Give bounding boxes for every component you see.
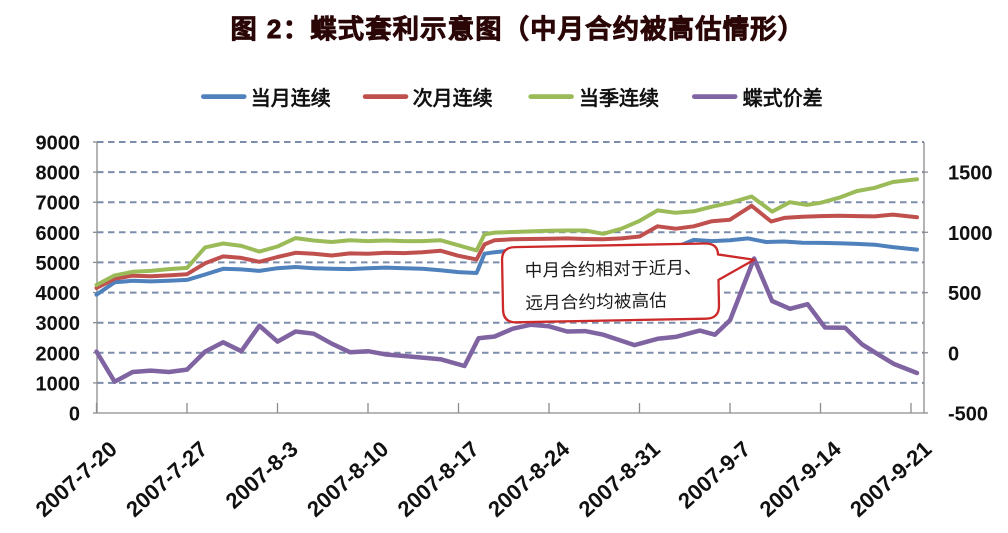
svg-text:1500: 1500 bbox=[948, 163, 993, 185]
svg-text:9000: 9000 bbox=[36, 133, 81, 155]
svg-text:500: 500 bbox=[948, 283, 981, 305]
svg-text:1000: 1000 bbox=[948, 223, 993, 245]
svg-text:7000: 7000 bbox=[36, 193, 81, 215]
svg-text:6000: 6000 bbox=[36, 223, 81, 245]
svg-text:-500: -500 bbox=[948, 404, 988, 426]
svg-text:3000: 3000 bbox=[36, 313, 81, 335]
svg-text:蝶式价差: 蝶式价差 bbox=[743, 86, 823, 110]
svg-text:8000: 8000 bbox=[36, 163, 81, 185]
svg-text:5000: 5000 bbox=[36, 253, 81, 275]
svg-text:2000: 2000 bbox=[36, 343, 81, 365]
svg-text:4000: 4000 bbox=[36, 283, 81, 305]
svg-text:次月连续: 次月连续 bbox=[413, 86, 493, 110]
svg-text:0: 0 bbox=[948, 343, 959, 365]
svg-text:中月合约相对于近月、: 中月合约相对于近月、 bbox=[525, 257, 702, 280]
svg-text:当季连续: 当季连续 bbox=[579, 86, 659, 110]
svg-text:远月合约均被高估: 远月合约均被高估 bbox=[525, 290, 667, 313]
svg-text:1000: 1000 bbox=[36, 373, 81, 395]
svg-text:0: 0 bbox=[69, 404, 80, 426]
svg-text:图 2：蝶式套利示意图（中月合约被高估情形）: 图 2：蝶式套利示意图（中月合约被高估情形） bbox=[231, 14, 806, 44]
svg-text:当月连续: 当月连续 bbox=[251, 86, 331, 110]
